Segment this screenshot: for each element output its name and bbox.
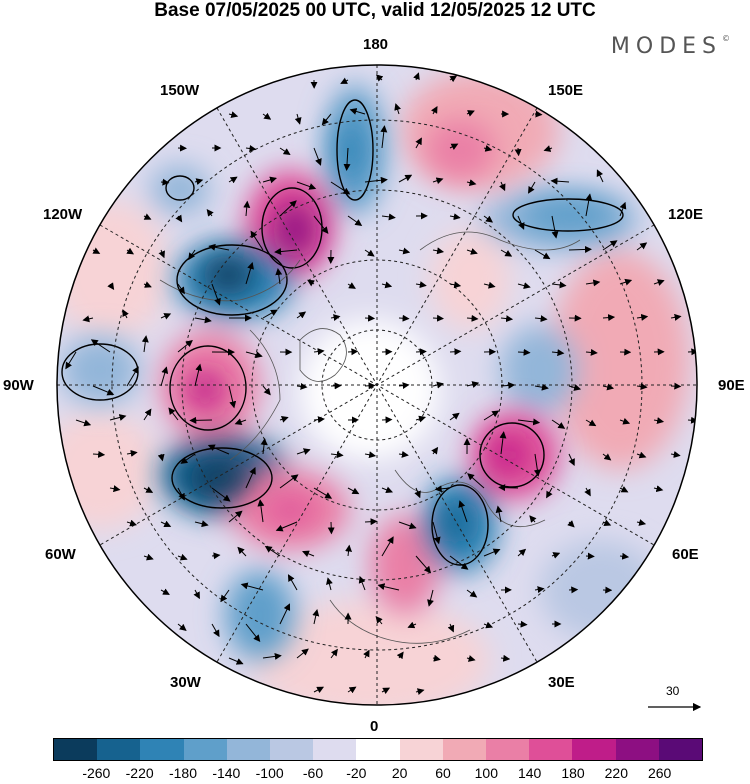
positive-anomaly-area xyxy=(40,410,160,530)
polar-stereographic-map xyxy=(0,0,750,735)
lon-label-0: 0 xyxy=(370,718,378,736)
lon-label-120w: 120W xyxy=(43,206,82,224)
anomaly-field xyxy=(40,65,697,720)
colorbar-tick-label: 20 xyxy=(392,764,408,782)
wind-arrow xyxy=(450,351,460,352)
negative-anomaly-core xyxy=(520,195,620,235)
positive-anomaly-nucleus xyxy=(273,202,317,258)
colorbar-swatch xyxy=(486,739,529,760)
positive-anomaly-nucleus xyxy=(185,370,225,410)
lon-label-90e: 90E xyxy=(718,377,745,395)
colorbar-swatch xyxy=(356,739,399,760)
lon-label-90w: 90W xyxy=(3,377,34,395)
lon-label-60w: 60W xyxy=(45,546,76,564)
neutral-area xyxy=(300,320,440,460)
wind-arrow xyxy=(365,385,375,386)
lon-label-30e: 30E xyxy=(548,674,575,692)
lon-label-60e: 60E xyxy=(672,546,699,564)
wind-arrow xyxy=(416,351,426,352)
colorbar-swatch xyxy=(659,739,702,760)
colorbar-tick-label: -100 xyxy=(256,764,284,782)
colorbar-swatch xyxy=(227,739,270,760)
wind-arrow xyxy=(499,487,518,488)
colorbar-swatch xyxy=(54,739,97,760)
colorbar-swatch xyxy=(97,739,140,760)
colorbar-tick-label: -20 xyxy=(346,764,366,782)
colorbar-tick-label: 60 xyxy=(435,764,451,782)
wind-arrow xyxy=(399,318,409,319)
colorbar-swatch xyxy=(313,739,356,760)
colorbar-swatch xyxy=(184,739,227,760)
lon-label-30w: 30W xyxy=(170,674,201,692)
wind-arrow xyxy=(518,352,530,353)
colorbar-tick-label: 220 xyxy=(605,764,628,782)
colorbar-tick-label: 180 xyxy=(561,764,584,782)
colorbar-swatch xyxy=(529,739,572,760)
positive-anomaly-nucleus xyxy=(265,496,315,524)
negative-anomaly-nucleus xyxy=(188,458,252,498)
lon-label-120e: 120E xyxy=(668,206,703,224)
wind-arrow xyxy=(433,318,443,319)
colorbar-tick-label: 140 xyxy=(518,764,541,782)
wind-arrow xyxy=(518,624,527,625)
negative-anomaly-nucleus xyxy=(439,502,471,542)
positive-anomaly-nucleus xyxy=(490,437,526,473)
negative-anomaly-nucleus xyxy=(202,255,254,295)
wind-arrow xyxy=(518,148,519,155)
lon-label-150w: 150W xyxy=(160,82,199,100)
colorbar-tick-label: -60 xyxy=(303,764,323,782)
colorbar-swatch xyxy=(443,739,486,760)
negative-anomaly-area xyxy=(540,540,660,640)
negative-anomaly-area xyxy=(500,325,580,415)
colorbar-tick-label: 100 xyxy=(475,764,498,782)
wind-arrow xyxy=(348,351,357,352)
colorbar-tick-label: -260 xyxy=(82,764,110,782)
reference-vector-label: 30 xyxy=(666,684,679,698)
lon-label-150e: 150E xyxy=(548,82,583,100)
colorbar-tick-label: -180 xyxy=(169,764,197,782)
positive-anomaly-core xyxy=(425,120,495,180)
colorbar-swatch xyxy=(270,739,313,760)
colorbar-ticks: -260 -220 -180 -140 -100 -60 -20 20 60 100 140 180 2… xyxy=(0,764,750,784)
colorbar-swatch xyxy=(572,739,615,760)
lon-label-180: 180 xyxy=(363,36,388,54)
wind-arrow xyxy=(365,521,377,522)
colorbar-tick-label: -220 xyxy=(126,764,154,782)
colorbar-swatch xyxy=(616,739,659,760)
colorbar-swatch xyxy=(140,739,183,760)
colorbar-tick-label: 260 xyxy=(648,764,671,782)
colorbar xyxy=(53,738,703,761)
wind-arrow xyxy=(535,114,542,115)
colorbar-swatch xyxy=(400,739,443,760)
negative-anomaly-nucleus xyxy=(336,120,364,180)
colorbar-tick-label: -140 xyxy=(212,764,240,782)
